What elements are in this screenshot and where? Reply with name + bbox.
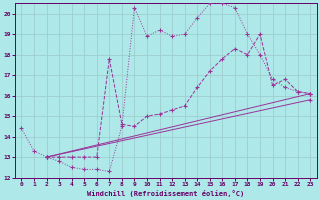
X-axis label: Windchill (Refroidissement éolien,°C): Windchill (Refroidissement éolien,°C) [87, 190, 244, 197]
